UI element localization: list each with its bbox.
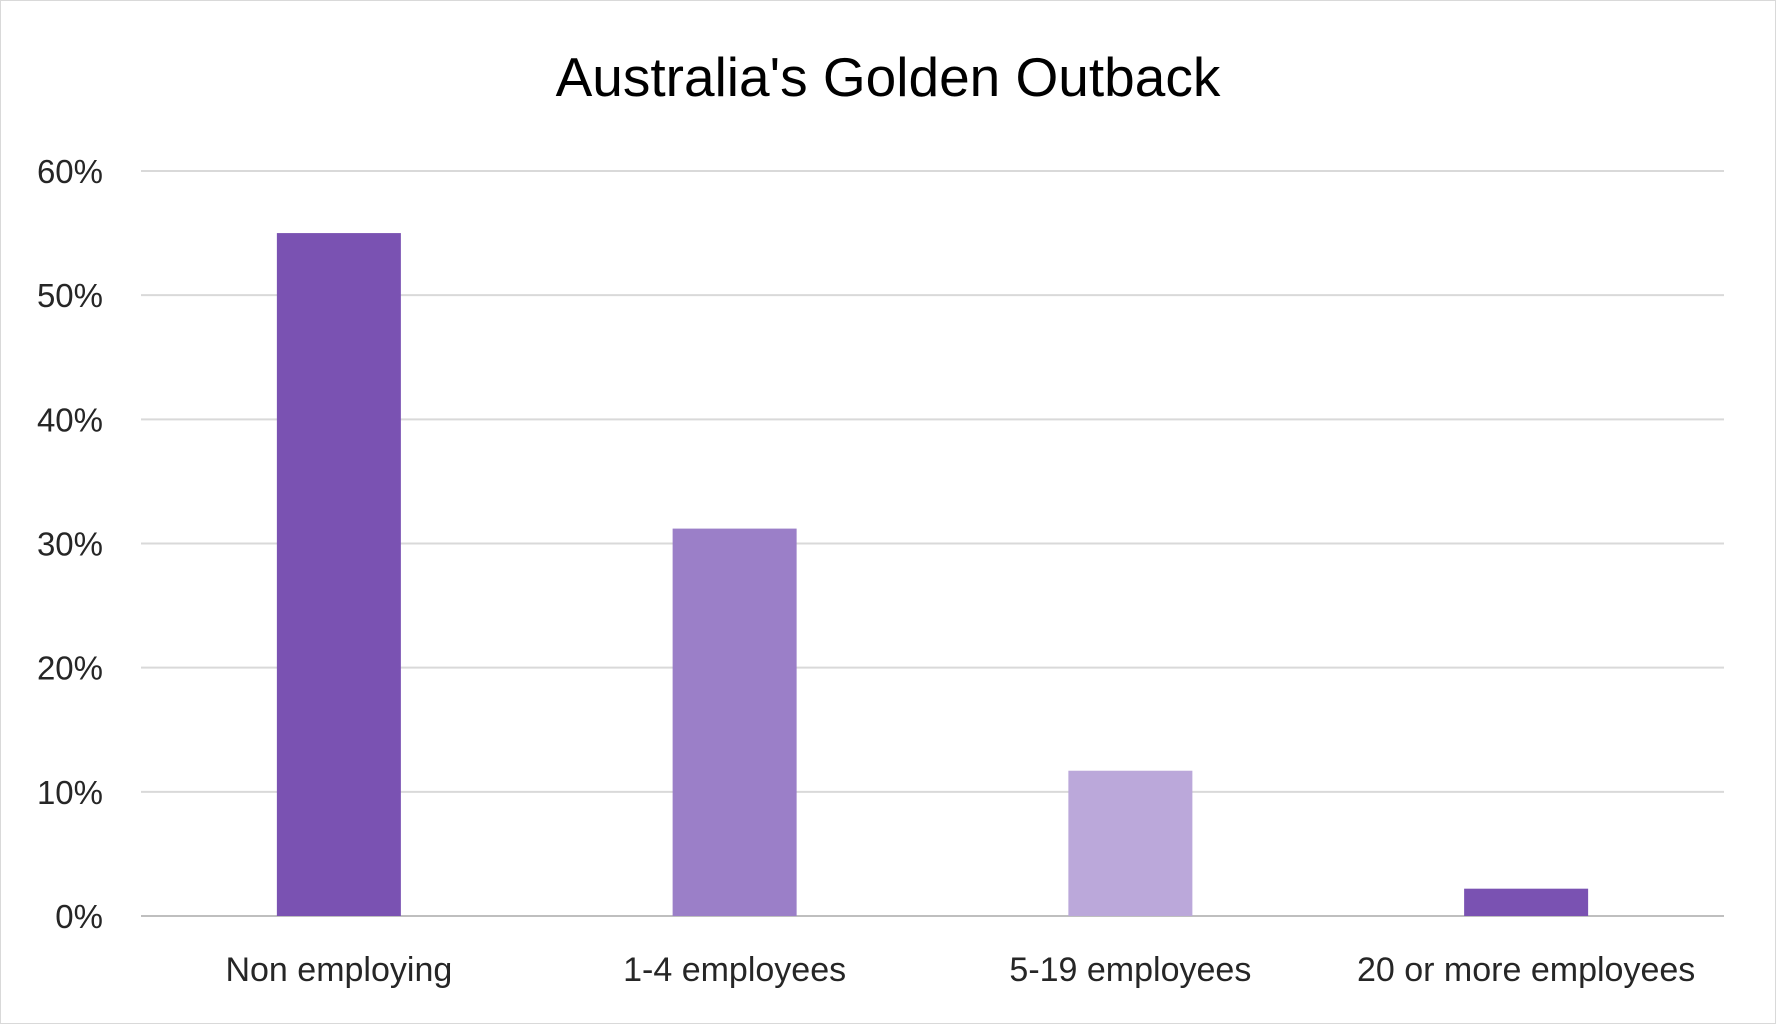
y-tick-label: 60% [37, 153, 103, 190]
y-tick-label: 0% [55, 898, 103, 935]
bars [276, 233, 1589, 917]
y-tick-label: 50% [37, 277, 103, 314]
y-tick-label: 30% [37, 526, 103, 563]
x-category-label: Non employing [225, 951, 452, 989]
x-axis-labels: Non employing 1-4 employees 5-19 employees… [225, 951, 1695, 989]
x-category-label: 1-4 employees [623, 951, 846, 989]
x-category-label: 5-19 employees [1009, 951, 1251, 989]
x-category-label: 20 or more employees [1357, 951, 1695, 989]
y-tick-label: 40% [37, 401, 103, 438]
bar-non-employing [276, 233, 401, 917]
y-tick-label: 10% [37, 774, 103, 811]
chart-title: Australia's Golden Outback [556, 46, 1221, 108]
gridlines [141, 170, 1724, 917]
bar-20-or-more-employees [1464, 888, 1589, 916]
bar-1-4-employees [672, 528, 797, 916]
y-tick-label: 20% [37, 650, 103, 687]
bar-5-19-employees [1068, 770, 1193, 916]
y-axis-ticks: 0% 10% 20% 30% 40% 50% 60% [37, 153, 103, 935]
